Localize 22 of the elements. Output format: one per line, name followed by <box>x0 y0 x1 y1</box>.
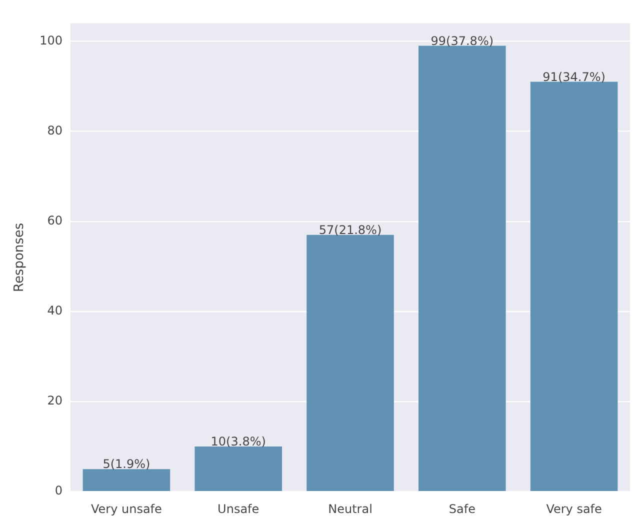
x-tick-label: Very safe <box>546 502 602 516</box>
x-tick-label: Very unsafe <box>90 502 162 516</box>
bar <box>194 446 282 491</box>
x-tick-label: Neutral <box>328 502 372 516</box>
data-label: 57(21.8%) <box>318 223 382 238</box>
data-label: 5(1.9%) <box>102 457 150 472</box>
y-tick-label: 40 <box>47 304 63 318</box>
data-label: 99(37.8%) <box>430 34 494 48</box>
bar <box>418 46 506 491</box>
y-tick-label: 80 <box>47 123 63 138</box>
y-tick-label: 60 <box>47 213 63 228</box>
bar <box>306 234 394 491</box>
bar <box>82 469 170 491</box>
bar <box>530 82 618 491</box>
data-label: 91(34.7%) <box>542 70 606 84</box>
y-axis-title: Responses <box>12 222 28 292</box>
y-tick-label: 100 <box>40 33 63 48</box>
y-tick-label: 20 <box>47 394 63 408</box>
x-tick-label: Safe <box>448 502 476 516</box>
data-label: 10(3.8%) <box>210 434 266 449</box>
y-tick-label: 0 <box>54 484 63 498</box>
x-tick-label: Unsafe <box>218 502 260 516</box>
